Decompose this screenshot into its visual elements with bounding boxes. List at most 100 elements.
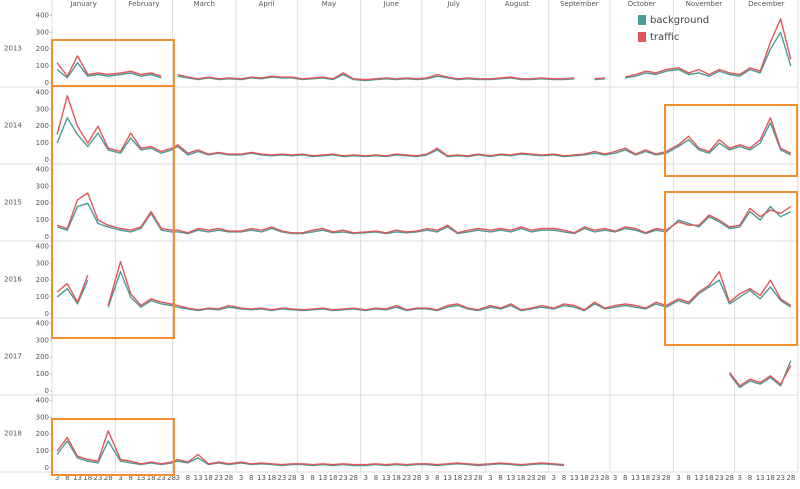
month-label: November — [686, 0, 723, 8]
month-label: September — [560, 0, 599, 8]
x-tick-label: 28 — [662, 474, 671, 482]
row-label: 2014 — [4, 122, 22, 130]
y-tick-label: 100 — [36, 370, 49, 378]
x-tick-label: 28 — [288, 474, 297, 482]
x-tick-label: 13 — [257, 474, 266, 482]
x-tick-label: 8 — [748, 474, 752, 482]
highlight-box — [664, 191, 798, 346]
y-tick-label: 0 — [45, 233, 49, 241]
legend-label: background — [650, 15, 709, 26]
x-tick-label: 3 — [552, 474, 556, 482]
highlight-box — [51, 418, 175, 476]
x-tick-label: 8 — [65, 474, 69, 482]
month-label: July — [446, 0, 460, 8]
y-tick-label: 0 — [45, 310, 49, 318]
series-line — [728, 365, 792, 387]
y-tick-label: 200 — [36, 45, 49, 53]
x-tick-label: 8 — [498, 474, 502, 482]
y-tick-label: 0 — [45, 464, 49, 472]
x-tick-label: 3 — [488, 474, 492, 482]
x-tick-label: 18 — [204, 474, 213, 482]
month-label: December — [748, 0, 784, 8]
x-tick-label: 18 — [329, 474, 338, 482]
legend-label: traffic — [650, 32, 679, 43]
y-tick-label: 400 — [36, 319, 49, 327]
x-tick-label: 28 — [600, 474, 609, 482]
y-tick-label: 100 — [36, 293, 49, 301]
x-tick-label: 18 — [705, 474, 714, 482]
highlight-box — [51, 39, 175, 87]
x-tick-label: 23 — [590, 474, 599, 482]
y-tick-label: 400 — [36, 242, 49, 250]
x-tick-label: 23 — [651, 474, 660, 482]
series-line — [56, 202, 792, 235]
x-tick-label: 13 — [318, 474, 327, 482]
x-tick-label: 28 — [786, 474, 795, 482]
x-tick-label: 28 — [725, 474, 734, 482]
highlight-box — [51, 85, 175, 339]
x-tick-label: 3 — [175, 474, 179, 482]
x-tick-label: 13 — [136, 474, 145, 482]
x-tick-label: 3 — [118, 474, 122, 482]
y-tick-label: 300 — [36, 28, 49, 36]
legend-swatch — [638, 32, 646, 42]
y-tick-label: 400 — [36, 88, 49, 96]
highlights — [51, 39, 798, 476]
month-label: May — [322, 0, 336, 8]
x-tick-label: 28 — [412, 474, 421, 482]
x-tick-label: 23 — [463, 474, 472, 482]
row-label: 2013 — [4, 45, 22, 53]
x-tick-label: 18 — [267, 474, 276, 482]
x-tick-label: 8 — [623, 474, 627, 482]
series-line — [56, 271, 792, 312]
y-tick-label: 400 — [36, 165, 49, 173]
x-tick-label: 23 — [94, 474, 103, 482]
row-label: 2018 — [4, 430, 22, 438]
legend-swatch — [638, 15, 646, 25]
series-line — [56, 18, 792, 81]
x-tick-label: 28 — [167, 474, 176, 482]
y-tick-label: 0 — [45, 387, 49, 395]
y-tick-label: 300 — [36, 413, 49, 421]
x-tick-label: 23 — [214, 474, 223, 482]
x-tick-label: 3 — [363, 474, 367, 482]
x-tick-label: 28 — [224, 474, 233, 482]
series-line — [56, 430, 565, 466]
x-tick-label: 18 — [517, 474, 526, 482]
y-tick-label: 300 — [36, 259, 49, 267]
x-tick-label: 8 — [249, 474, 253, 482]
x-tick-label: 13 — [382, 474, 391, 482]
x-tick-label: 13 — [756, 474, 765, 482]
series-line — [56, 31, 792, 82]
x-tick-label: 13 — [443, 474, 452, 482]
y-tick-label: 300 — [36, 336, 49, 344]
y-tick-label: 200 — [36, 122, 49, 130]
x-tick-label: 13 — [570, 474, 579, 482]
x-tick-label: 18 — [147, 474, 156, 482]
x-tick-label: 18 — [580, 474, 589, 482]
y-tick-label: 200 — [36, 353, 49, 361]
x-tick-label: 18 — [641, 474, 650, 482]
y-tick-label: 300 — [36, 105, 49, 113]
series-line — [56, 260, 792, 311]
legend: background traffic — [638, 15, 709, 43]
y-tick-label: 200 — [36, 276, 49, 284]
y-tick-label: 200 — [36, 199, 49, 207]
x-tick-label: 8 — [562, 474, 566, 482]
x-tick-label: 28 — [349, 474, 358, 482]
x-tick-label: 13 — [694, 474, 703, 482]
x-tick-label: 3 — [55, 474, 59, 482]
x-tick-label: 23 — [339, 474, 348, 482]
x-tick-label: 13 — [506, 474, 515, 482]
y-tick-label: 400 — [36, 11, 49, 19]
x-tick-label: 18 — [453, 474, 462, 482]
x-tick-label: 3 — [738, 474, 742, 482]
x-tick-label: 28 — [537, 474, 546, 482]
x-tick-label: 13 — [631, 474, 640, 482]
y-tick-label: 100 — [36, 62, 49, 70]
x-tick-label: 8 — [435, 474, 439, 482]
x-tick-label: 18 — [392, 474, 401, 482]
x-tick-label: 13 — [73, 474, 82, 482]
x-tick-label: 8 — [128, 474, 132, 482]
